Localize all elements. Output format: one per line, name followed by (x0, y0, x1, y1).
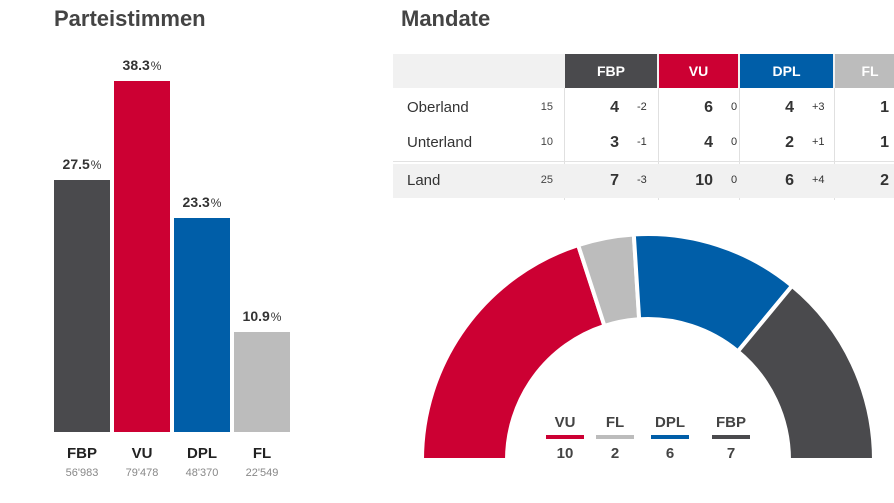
legend-swatch-vu (546, 435, 584, 439)
bar-value-number: 38.3 (122, 56, 150, 73)
seat-count-dpl: 6 (785, 172, 794, 189)
party-votes-bar-chart: 27.5% FBP 56'983 38.3% VU 79'478 23.3% DPL 48'37… (0, 0, 380, 503)
region-seat-total: 25 (540, 174, 553, 186)
seat-change-dpl: +4 (812, 174, 825, 186)
seat-count-vu: 4 (704, 134, 713, 151)
bar-value-number: 10.9 (242, 308, 270, 325)
bar-votes-label-vu: 79'478 (125, 467, 159, 479)
table-header-fbp: FBP (565, 54, 657, 88)
bar-value-label-fbp: 27.5% (54, 156, 110, 172)
percent-sign: % (150, 58, 162, 73)
legend-seat-count-dpl: 6 (665, 445, 675, 462)
column-separator (658, 88, 659, 200)
table-header-dpl: DPL (740, 54, 833, 88)
seat-count-dpl: 2 (785, 134, 794, 151)
bar-value-number: 23.3 (182, 194, 210, 211)
bar-votes-label-fl: 22'549 (245, 467, 279, 479)
bar-category-label-fl: FL (252, 445, 272, 462)
donut-svg (419, 232, 877, 462)
region-seat-total: 15 (540, 101, 553, 113)
percent-sign: % (210, 196, 222, 211)
column-separator (834, 88, 835, 200)
region-seat-total: 10 (540, 136, 553, 148)
bar-value-number: 27.5 (62, 155, 90, 172)
seat-count-fl: 2 (880, 172, 889, 189)
seat-count-vu: 6 (704, 99, 713, 116)
bar-fbp (54, 179, 110, 432)
legend-label-dpl: DPL (655, 414, 685, 431)
percent-sign: % (270, 310, 282, 325)
bar-value-label-fl: 10.9% (234, 308, 290, 324)
legend-item-fl: FL 2 (585, 414, 645, 462)
legend-seat-count-fbp: 7 (726, 445, 736, 462)
legend-label-fl: FL (605, 414, 625, 431)
legend-swatch-fbp (712, 435, 750, 439)
region-name: Land (407, 172, 441, 189)
bar-value-label-dpl: 23.3% (174, 194, 230, 210)
seat-change-fbp: -1 (637, 136, 647, 148)
seat-change-dpl: +1 (812, 136, 825, 148)
seat-change-vu: 0 (731, 136, 738, 148)
bar-value-label-vu: 38.3% (114, 57, 170, 73)
seat-count-fl: 1 (880, 99, 889, 116)
legend-item-fbp: FBP 7 (701, 414, 761, 462)
legend-item-dpl: DPL 6 (640, 414, 700, 462)
legend-item-vu: VU 10 (535, 414, 595, 462)
seat-change-vu: 0 (731, 101, 738, 113)
seat-count-dpl: 4 (785, 99, 794, 116)
row-separator (393, 161, 894, 162)
bar-dpl (174, 218, 230, 432)
seat-count-fbp: 7 (610, 172, 619, 189)
region-name: Oberland (407, 99, 469, 116)
legend-seat-count-vu: 10 (556, 445, 574, 462)
percent-sign: % (90, 157, 102, 172)
seat-change-fbp: -2 (637, 101, 647, 113)
bar-fl (234, 332, 290, 432)
bar-category-label-vu: VU (131, 445, 153, 462)
legend-swatch-fl (596, 435, 634, 439)
seat-change-vu: 0 (731, 174, 738, 186)
seat-count-fl: 1 (880, 134, 889, 151)
mandate-half-donut-chart: VU 10 FL 2 DPL 6 FBP 7 (400, 220, 894, 503)
region-name: Unterland (407, 134, 473, 151)
seat-change-dpl: +3 (812, 101, 825, 113)
table-header-fl: FL (835, 54, 894, 88)
bar-category-label-dpl: DPL (187, 445, 217, 462)
legend-label-fbp: FBP (716, 414, 746, 431)
table-row-unterland: Unterland 10 3 -1 4 0 2 +1 1 (393, 126, 894, 160)
parteistimmen-title: Parteistimmen (54, 6, 206, 31)
seat-count-vu: 10 (695, 172, 713, 189)
mandate-title: Mandate (401, 6, 491, 31)
legend-swatch-dpl (651, 435, 689, 439)
seat-count-fbp: 3 (610, 134, 619, 151)
legend-seat-count-fl: 2 (610, 445, 620, 462)
bar-votes-label-dpl: 48'370 (185, 467, 219, 479)
column-separator (564, 88, 565, 200)
bar-votes-label-fbp: 56'983 (65, 467, 99, 479)
seat-count-fbp: 4 (610, 99, 619, 116)
table-header-vu: VU (659, 54, 738, 88)
bar-category-label-fbp: FBP (67, 445, 97, 462)
donut-slice-fbp (735, 283, 877, 462)
legend-label-vu: VU (554, 414, 576, 431)
bar-vu (114, 80, 170, 432)
donut-slice-vu (419, 242, 607, 462)
column-separator (739, 88, 740, 200)
mandate-table: FBPVUDPLFLOberland154-2604+31-Unterland1… (393, 54, 894, 200)
seat-change-fbp: -3 (637, 174, 647, 186)
